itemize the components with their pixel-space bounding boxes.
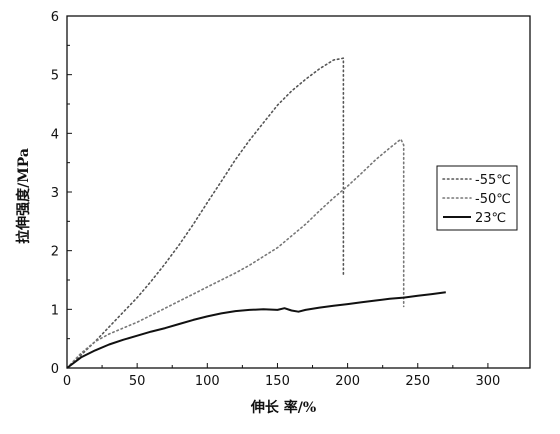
series-line-1	[66, 138, 405, 369]
x-tick-label: 300	[475, 374, 500, 389]
axis-ticks: 0 50 100 150 200 250 300 0 1 2 3 4 5 6	[51, 10, 501, 389]
legend-box	[436, 165, 518, 231]
x-tick-label: 150	[265, 374, 290, 389]
series-lines	[66, 57, 446, 369]
x-tick-label: 100	[195, 374, 220, 389]
legend-label-1: -50℃	[475, 192, 511, 207]
y-tick-label: 4	[51, 127, 59, 142]
series-line-0	[66, 57, 345, 369]
series-line-2	[66, 291, 446, 369]
x-tick-label: 250	[405, 374, 430, 389]
x-tick-label: 200	[335, 374, 360, 389]
y-tick-label: 1	[51, 303, 59, 318]
x-tick-label: 0	[63, 374, 71, 389]
x-tick-label: 50	[129, 374, 146, 389]
y-tick-label: 6	[51, 10, 59, 25]
y-tick-label: 5	[51, 69, 59, 84]
legend-label-2: 23℃	[475, 211, 506, 226]
y-axis-title: 拉伸强度/MPa	[15, 148, 32, 244]
y-tick-label: 3	[51, 186, 59, 201]
legend-label-0: -55℃	[475, 173, 511, 188]
legend: -55℃ -50℃ 23℃	[436, 165, 518, 231]
x-axis-title: 伸长 率/%	[250, 399, 316, 416]
y-tick-label: 2	[51, 245, 59, 260]
y-tick-label: 0	[51, 362, 59, 377]
